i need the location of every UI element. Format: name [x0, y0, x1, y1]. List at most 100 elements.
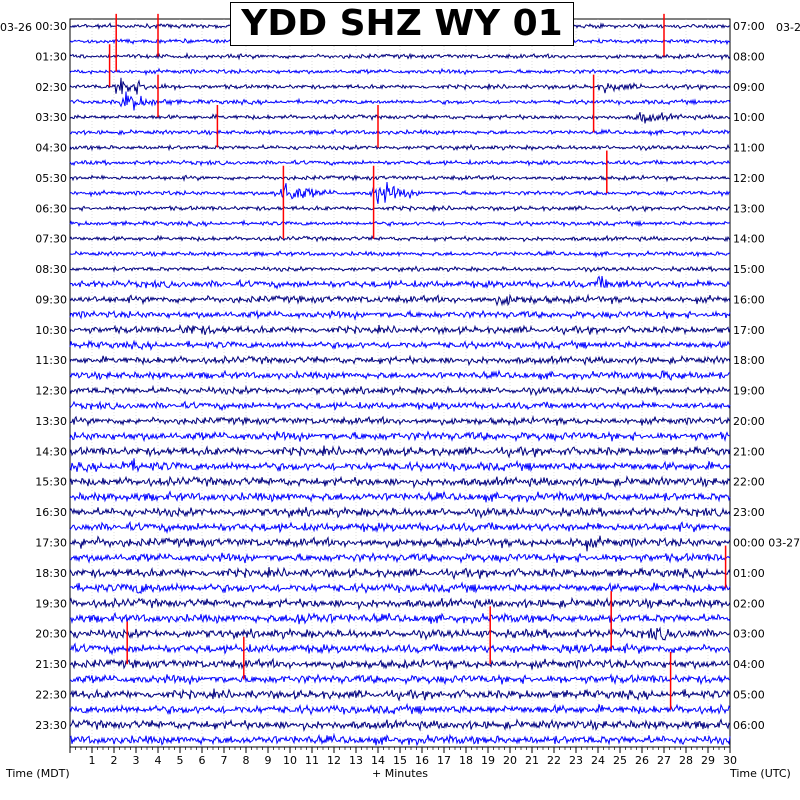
x-tick-label: 26: [635, 754, 649, 767]
trace-line: [69, 581, 731, 595]
trace-line: [69, 77, 731, 95]
x-tick-label: 10: [283, 754, 297, 767]
right-time-label: 17:00: [733, 324, 765, 337]
left-time-label: 22:30: [35, 688, 67, 701]
trace-line: [69, 506, 731, 520]
x-tick-label: 14: [371, 754, 385, 767]
left-time-label: 20:30: [35, 628, 67, 641]
x-tick-label: 13: [349, 754, 363, 767]
trace-line: [69, 219, 731, 228]
trace-line: [69, 275, 731, 290]
left-time-label: 12:30: [35, 385, 67, 398]
right-time-label: 05:00: [733, 688, 765, 701]
trace-line: [69, 702, 731, 716]
x-axis-title: + Minutes: [372, 767, 429, 780]
left-time-label: 09:30: [35, 293, 67, 306]
trace-line: [69, 596, 731, 611]
left-time-label: 01:30: [35, 50, 67, 63]
x-tick-label: 30: [723, 754, 737, 767]
minute-gridlines: [91, 19, 709, 747]
x-tick-label: 24: [591, 754, 605, 767]
trace-line: [69, 673, 731, 686]
left-axis-title: Time (MDT): [6, 767, 70, 780]
right-time-label: 08:00: [733, 50, 765, 63]
trace-line: [69, 67, 731, 77]
right-time-label: 00:00 03-27: [733, 537, 800, 550]
trace-line: [69, 458, 731, 474]
trace-line: [69, 339, 731, 351]
right-time-label: 18:00: [733, 354, 765, 367]
right-time-label: 03:00: [733, 628, 765, 641]
trace-line: [69, 128, 731, 137]
x-tick-label: 19: [481, 754, 495, 767]
x-tick-label: 9: [265, 754, 272, 767]
trace-line: [69, 204, 731, 213]
right-time-label: 12:00: [733, 172, 765, 185]
trace-line: [69, 354, 731, 367]
trace-line: [69, 265, 731, 273]
trace-line: [70, 642, 731, 656]
trace-line: [69, 309, 731, 321]
x-tick-label: 20: [503, 754, 517, 767]
trace-line: [69, 566, 731, 581]
trace-line: [69, 91, 731, 111]
trace-line: [69, 732, 731, 747]
x-tick-label: 12: [327, 754, 341, 767]
x-tick-label: 7: [221, 754, 228, 767]
left-time-label: 16:30: [35, 506, 67, 519]
x-tick-label: 8: [243, 754, 250, 767]
left-time-label: 17:30: [35, 537, 67, 550]
seismic-traces: [69, 21, 731, 747]
left-time-label: 05:30: [35, 172, 67, 185]
x-tick-label: 27: [657, 754, 671, 767]
trace-line: [69, 520, 731, 534]
left-time-label: 23:30: [35, 719, 67, 732]
trace-line: [69, 490, 731, 504]
right-time-label: 16:00: [733, 293, 765, 306]
trace-line: [69, 293, 731, 307]
right-time-label: 04:00: [733, 658, 765, 671]
right-time-label: 15:00: [733, 263, 765, 276]
right-time-label: 10:00: [733, 111, 765, 124]
x-tick-label: 1: [89, 754, 96, 767]
trace-line: [69, 400, 731, 412]
right-time-label: 11:00: [733, 142, 765, 155]
left-time-label: 08:30: [35, 263, 67, 276]
left-time-label: 13:30: [35, 415, 67, 428]
left-date-label: 03-26: [0, 21, 32, 34]
x-tick-label: 25: [613, 754, 627, 767]
left-time-label: 04:30: [35, 142, 67, 155]
left-time-label: 19:30: [35, 597, 67, 610]
x-tick-label: 21: [525, 754, 539, 767]
right-time-label: 21:00: [733, 445, 765, 458]
trace-line: [69, 657, 731, 671]
left-time-label: 18:30: [35, 567, 67, 580]
trace-line: [69, 535, 731, 552]
time-labels: 00:30 01:30 02:30 03:30 04:30 05:30 06:30 07:30…: [35, 20, 800, 732]
trace-line: [69, 52, 731, 61]
left-time-label: 03:30: [35, 111, 67, 124]
trace-line: [69, 143, 731, 152]
trace-line: [69, 323, 731, 336]
x-tick-label: 4: [155, 754, 162, 767]
left-time-label: 14:30: [35, 445, 67, 458]
trace-line: [69, 112, 731, 124]
right-time-label: 02:00: [733, 597, 765, 610]
trace-line: [69, 718, 731, 732]
x-tick-label: 22: [547, 754, 561, 767]
x-tick-label: 5: [177, 754, 184, 767]
right-time-label: 23:00: [733, 506, 765, 519]
trace-line: [69, 369, 731, 381]
trace-line: [69, 384, 731, 397]
x-tick-label: 23: [569, 754, 583, 767]
right-time-label: 22:00: [733, 476, 765, 489]
trace-line: [69, 551, 731, 564]
right-axis-title: Time (UTC): [730, 767, 791, 780]
x-tick-label: 28: [679, 754, 693, 767]
x-tick-label: 15: [393, 754, 407, 767]
x-tick-label: 17: [437, 754, 451, 767]
trace-line: [69, 430, 731, 443]
x-tick-label: 6: [199, 754, 206, 767]
left-time-label: 02:30: [35, 81, 67, 94]
x-tick-label: 18: [459, 754, 473, 767]
